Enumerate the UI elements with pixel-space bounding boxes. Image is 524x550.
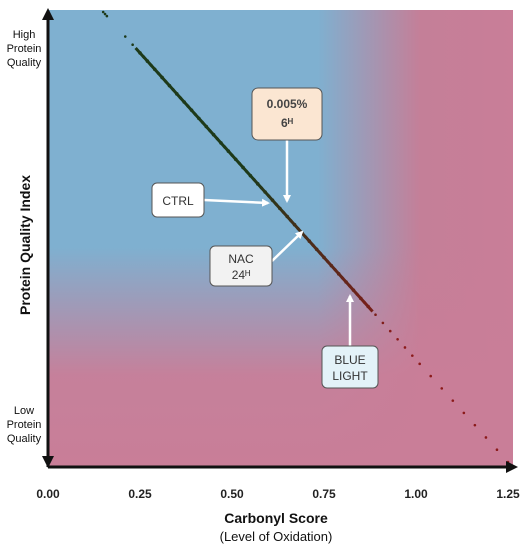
- annotation-nac-box: [209, 245, 273, 287]
- x-tick-label: 1.00: [404, 487, 428, 501]
- data-point: [204, 124, 209, 129]
- annotation-conc-box: [251, 87, 323, 141]
- data-point: [484, 436, 488, 439]
- annotation-ctrl: CTRL: [151, 182, 205, 218]
- x-tick-label: 0.50: [220, 487, 244, 501]
- data-point: [411, 354, 414, 357]
- data-point: [123, 35, 127, 38]
- data-point: [226, 149, 231, 153]
- data-point: [403, 346, 407, 349]
- y-label-low: Low Protein Quality: [7, 405, 42, 445]
- data-point: [396, 337, 399, 341]
- data-point: [440, 387, 444, 390]
- annotation-conc: 0.005% 6ᴴ: [251, 87, 323, 141]
- data-point: [344, 280, 348, 284]
- data-point: [263, 190, 267, 194]
- data-point: [292, 222, 297, 227]
- annotation-ctrl-line1: CTRL: [162, 194, 194, 208]
- data-point: [451, 399, 455, 402]
- annotation-blue-line1: BLUE: [334, 353, 365, 367]
- x-tick-labels: 0.00 0.25 0.50 0.75 1.00 1.25: [36, 487, 520, 501]
- y-label-high: High Protein Quality: [7, 29, 42, 69]
- annotation-conc-line2: 6ᴴ: [281, 116, 294, 130]
- data-point: [381, 321, 385, 325]
- data-point: [197, 116, 201, 121]
- plot-background-overlay: [48, 10, 513, 466]
- y-label-high-line: Quality: [7, 57, 42, 69]
- y-axis-arrow-bottom: [42, 456, 54, 468]
- data-point: [285, 214, 290, 219]
- data-point: [233, 157, 238, 162]
- data-point: [145, 59, 150, 63]
- x-axis-subtitle: (Level of Oxidation): [220, 529, 333, 544]
- data-point: [219, 141, 223, 145]
- data-point: [270, 198, 275, 202]
- arrow-nac: [271, 230, 304, 262]
- y-axis-arrow-top: [42, 8, 54, 20]
- data-point: [131, 43, 134, 47]
- annotation-nac-line1: NAC: [228, 252, 254, 266]
- annotation-blue-box: [321, 345, 379, 389]
- data-point: [175, 92, 179, 96]
- data-point: [182, 100, 186, 104]
- data-point: [359, 296, 363, 301]
- data-point: [329, 263, 334, 268]
- data-point: [105, 14, 109, 18]
- arrow-ctrl: [203, 198, 270, 207]
- data-point: [211, 132, 216, 137]
- annotation-ctrl-box: [151, 182, 205, 218]
- data-point: [366, 304, 370, 309]
- annotation-nac: NAC 24ᴴ: [209, 245, 273, 287]
- annotation-nac-line2: 24ᴴ: [232, 268, 251, 282]
- x-tick-label: 0.00: [36, 487, 60, 501]
- data-points: [101, 10, 510, 464]
- data-point: [103, 12, 107, 16]
- y-label-high-line: Protein: [7, 43, 42, 55]
- data-point: [101, 10, 105, 14]
- data-point: [189, 108, 194, 112]
- data-point: [241, 165, 245, 170]
- data-point: [307, 239, 312, 243]
- annotation-blue-line2: LIGHT: [332, 369, 368, 383]
- data-point: [255, 182, 260, 186]
- x-tick-label: 0.75: [312, 487, 336, 501]
- data-point: [351, 288, 356, 292]
- data-point: [278, 206, 282, 211]
- data-point: [152, 67, 157, 72]
- data-point: [429, 374, 433, 378]
- y-label-low-line: Quality: [7, 433, 42, 445]
- y-label-low-line: Low: [14, 405, 34, 417]
- data-point: [388, 329, 392, 333]
- y-label-low-line: Protein: [7, 419, 42, 431]
- data-point: [160, 75, 164, 80]
- data-point: [462, 411, 466, 415]
- data-point: [322, 255, 326, 260]
- data-point: [495, 448, 499, 452]
- annotation-conc-line1: 0.005%: [267, 97, 308, 111]
- data-point: [473, 423, 477, 427]
- data-point: [314, 247, 319, 252]
- x-axis-arrow: [506, 461, 518, 473]
- data-point: [374, 313, 377, 317]
- data-point: [248, 173, 253, 178]
- data-point: [138, 51, 142, 55]
- x-tick-label: 0.25: [128, 487, 152, 501]
- data-point: [418, 362, 421, 366]
- y-axis-title: Protein Quality Index: [17, 175, 33, 315]
- x-tick-label: 1.25: [496, 487, 520, 501]
- annotation-blue: BLUE LIGHT: [321, 345, 379, 389]
- y-label-high-line: High: [13, 29, 36, 41]
- data-point: [167, 83, 172, 88]
- data-point: [336, 272, 341, 276]
- x-axis-title: Carbonyl Score: [224, 510, 328, 526]
